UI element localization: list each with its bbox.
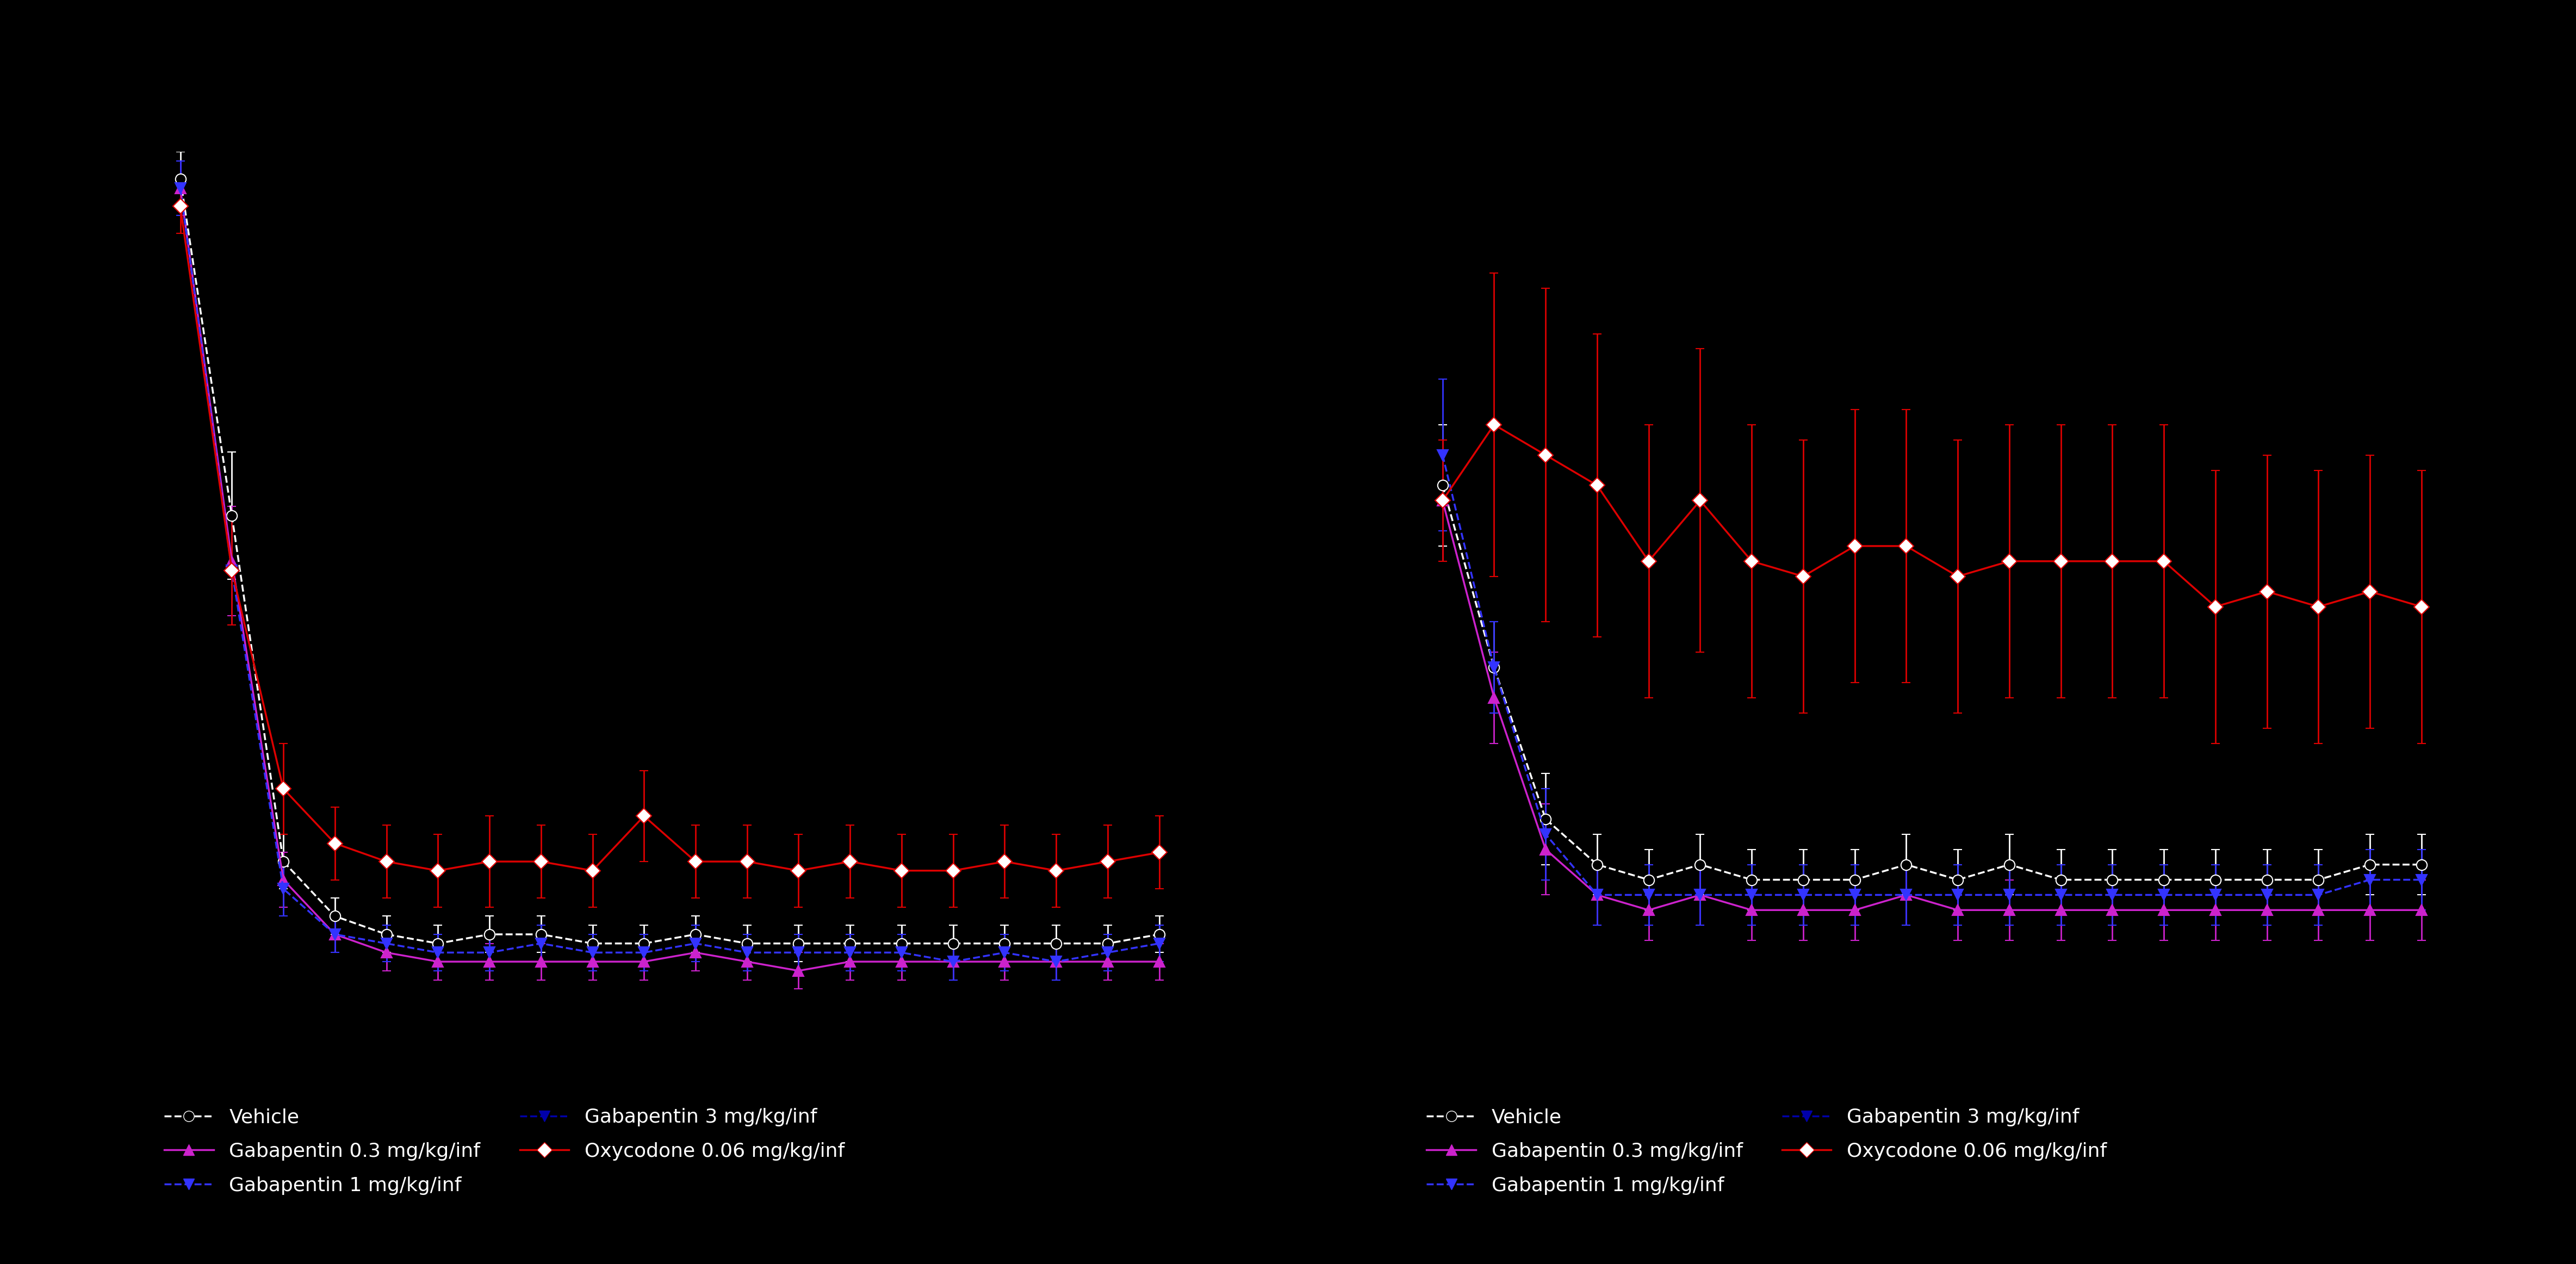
Legend: Vehicle, Gabapentin 0.3 mg/kg/inf, Gabapentin 1 mg/kg/inf, Gabapentin 3 mg/kg/in: Vehicle, Gabapentin 0.3 mg/kg/inf, Gabap… <box>165 1109 845 1194</box>
Legend: Vehicle, Gabapentin 0.3 mg/kg/inf, Gabapentin 1 mg/kg/inf, Gabapentin 3 mg/kg/in: Vehicle, Gabapentin 0.3 mg/kg/inf, Gabap… <box>1427 1109 2107 1194</box>
